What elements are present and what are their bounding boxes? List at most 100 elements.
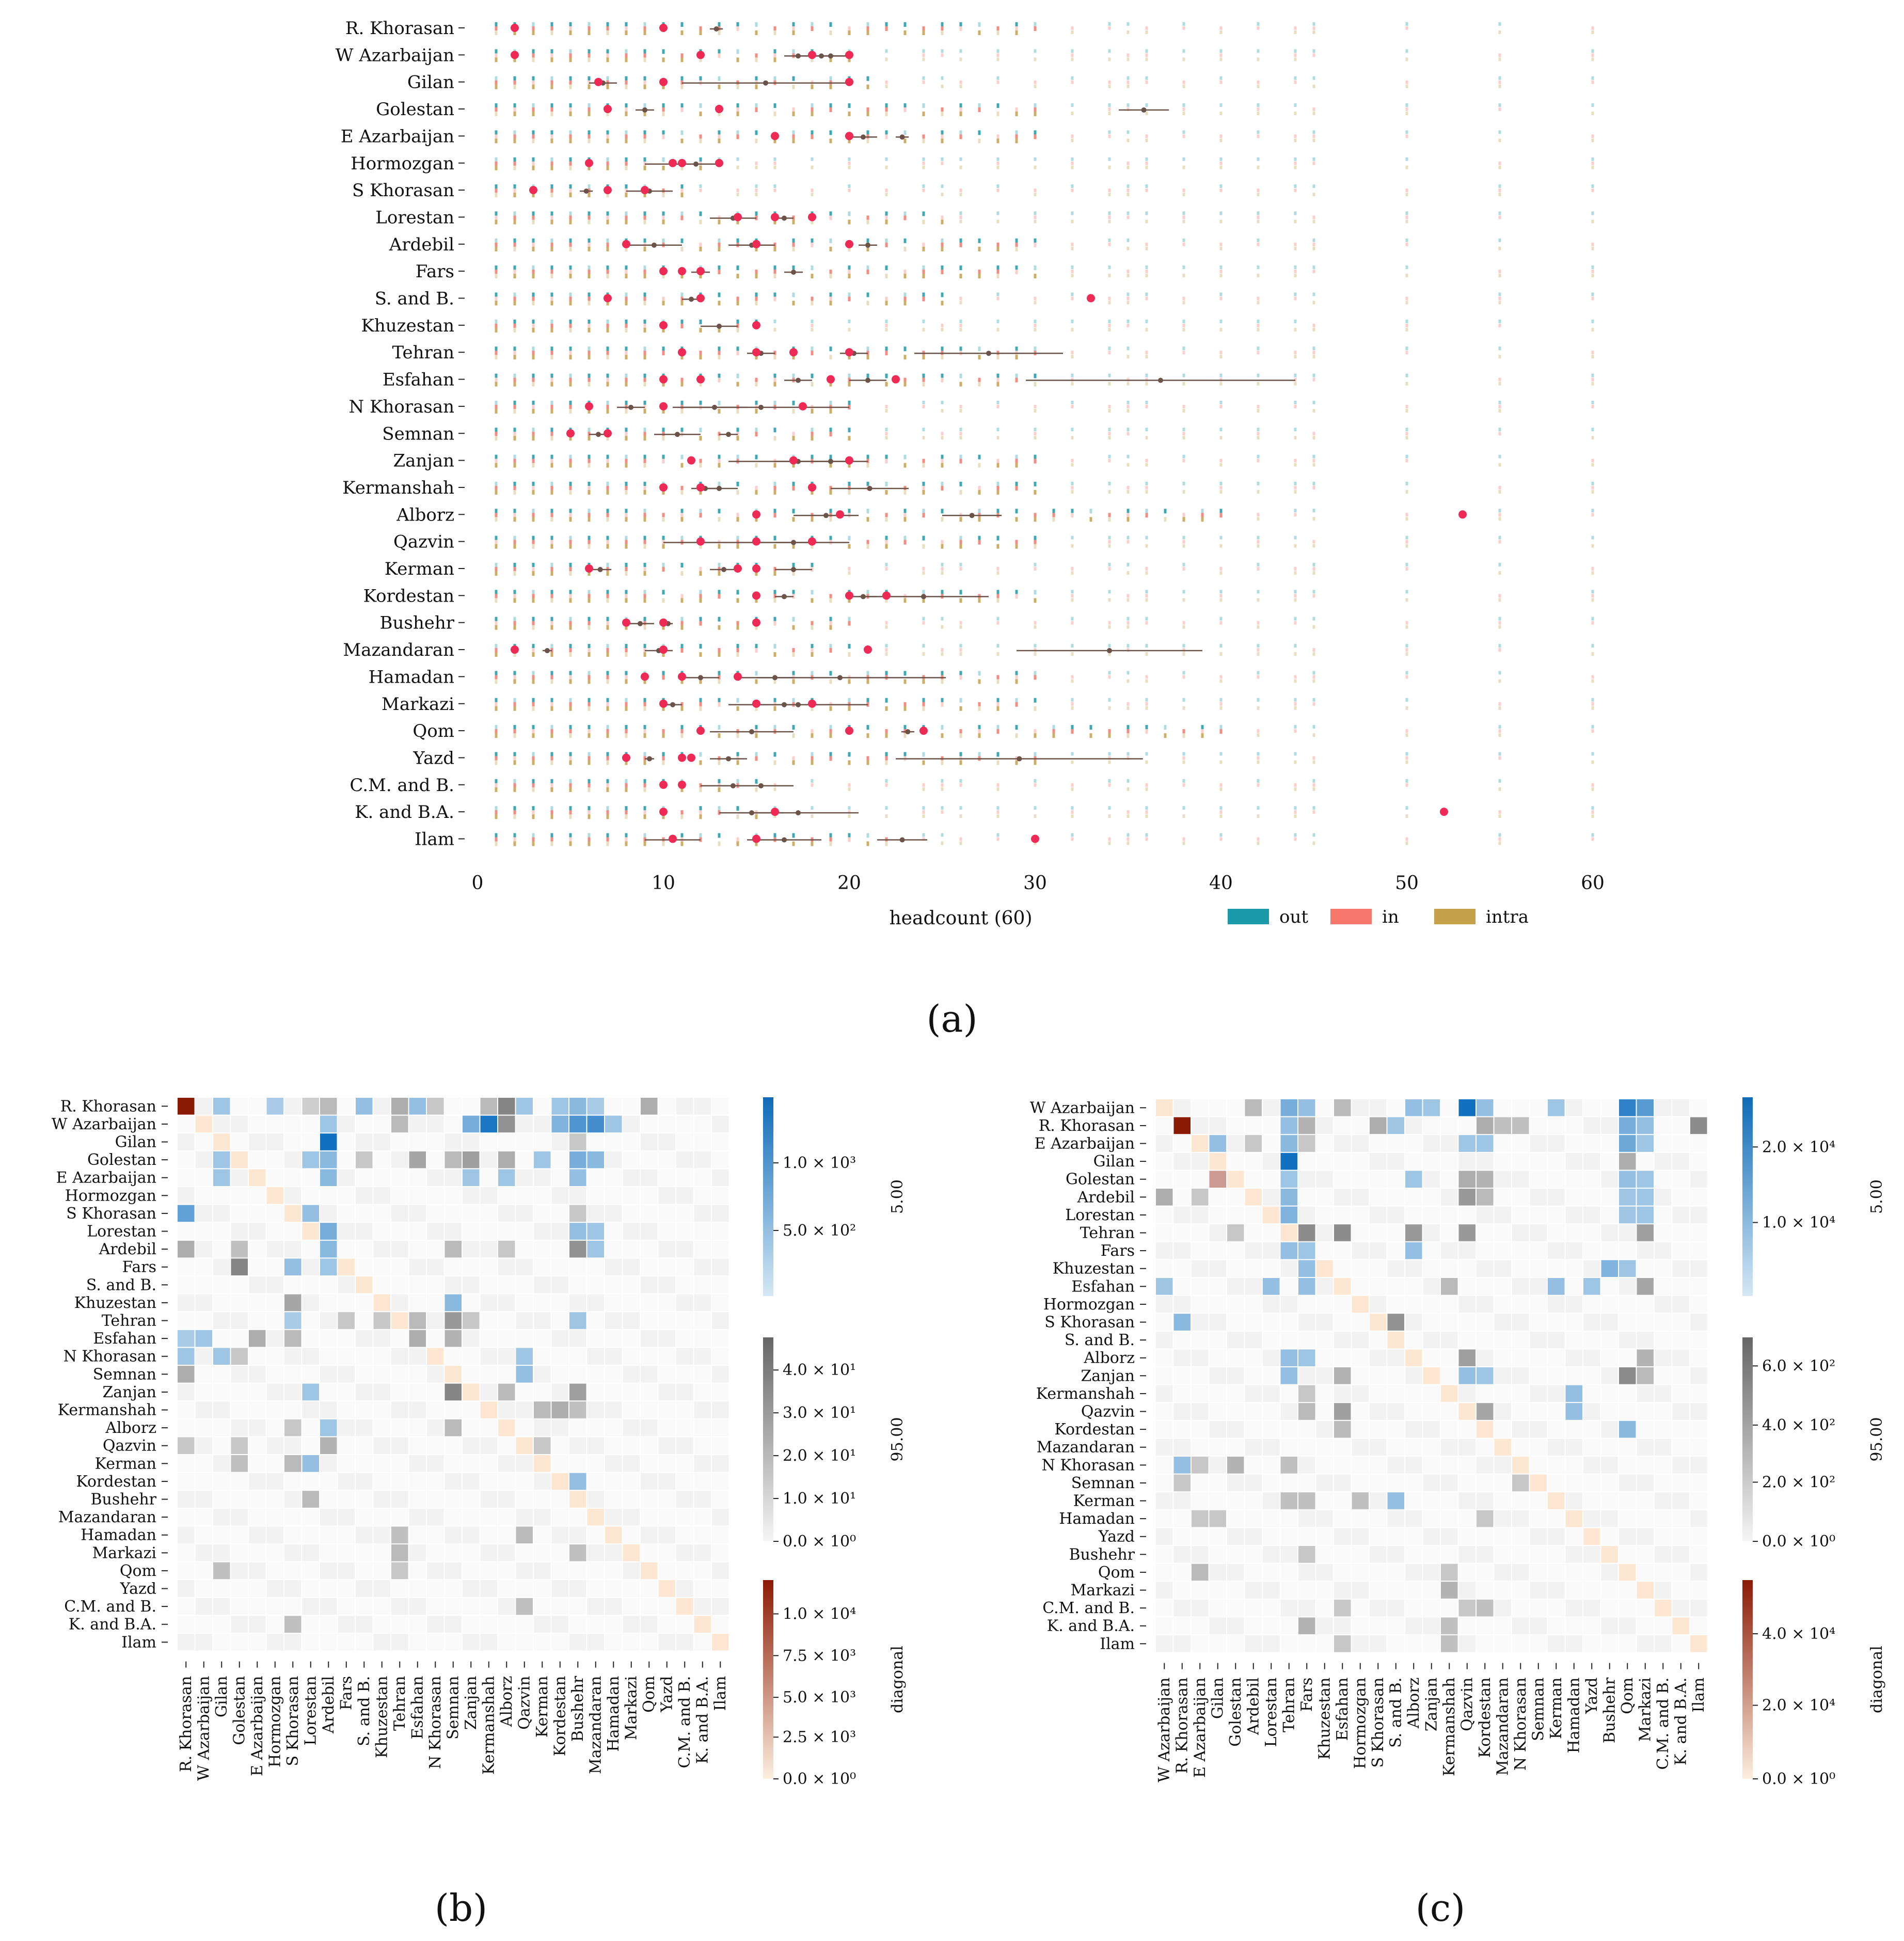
strip-dot-intra xyxy=(1312,84,1315,88)
heat-cell-bg xyxy=(213,1115,230,1133)
interval-center xyxy=(867,485,872,491)
strip-dot-intra xyxy=(736,706,739,711)
x-tick-label: 60 xyxy=(1581,873,1605,894)
strip-dot-intra xyxy=(550,490,553,495)
interval-center xyxy=(652,242,657,248)
strip-dot-out xyxy=(1312,590,1315,594)
median-point xyxy=(808,483,816,492)
heat-cell-bg xyxy=(1334,1189,1351,1206)
strip-dot-in xyxy=(1182,80,1185,84)
strip-dot-in xyxy=(811,296,814,302)
heat-cell-bg xyxy=(694,1276,711,1293)
strip-dot-out xyxy=(550,509,553,514)
strip-dot-out xyxy=(1126,563,1130,566)
heat-cell-bg xyxy=(623,1508,640,1526)
strip-dot-intra xyxy=(736,517,739,522)
strip-dot-out xyxy=(699,211,702,216)
median-point xyxy=(836,510,844,519)
strip-dot-intra xyxy=(1312,138,1315,143)
heat-cell-bg xyxy=(373,1544,390,1561)
strip-dot-out xyxy=(736,103,739,108)
heat-cell-bg xyxy=(1583,1296,1600,1313)
heat-cell-bg xyxy=(1672,1099,1689,1116)
strip-dot-in xyxy=(1145,53,1148,57)
heat-cell-bg xyxy=(338,1455,355,1472)
strip-dot-out xyxy=(532,49,535,54)
heat-row-label: E Azarbaijan xyxy=(56,1169,156,1187)
strip-dot-in xyxy=(1034,540,1037,545)
strip-dot-in xyxy=(1071,621,1074,625)
strip-dot-intra xyxy=(1108,733,1111,738)
strip-dot-in xyxy=(1145,26,1148,30)
strip-dot-out xyxy=(680,617,684,622)
heat-cell-bg xyxy=(409,1508,426,1526)
heat-cell-bg xyxy=(266,1419,283,1437)
strip-dot-out xyxy=(922,481,925,486)
strip-dot-in xyxy=(885,756,888,761)
strip-dot-intra xyxy=(1015,544,1018,549)
strip-dot-out xyxy=(1089,725,1092,730)
interval-center xyxy=(638,621,643,626)
strip-dot-in xyxy=(1257,215,1260,219)
strip-dot-out xyxy=(1126,644,1130,648)
strip-dot-in xyxy=(1145,675,1148,679)
heat-cell-bg xyxy=(1619,1224,1636,1241)
heat-cell-b xyxy=(320,1133,337,1150)
strip-dot-intra xyxy=(1182,544,1185,548)
strip-dot-intra xyxy=(1257,598,1260,602)
heat-cell-bg xyxy=(391,1205,408,1222)
strip-dot-in xyxy=(736,621,739,626)
strip-dot-in xyxy=(1145,351,1148,355)
strip-dot-out xyxy=(495,509,498,514)
heat-cell-bg xyxy=(641,1187,658,1204)
strip-dot-out xyxy=(829,76,832,81)
heat-cell-bg xyxy=(551,1330,568,1347)
heat-cell-bg xyxy=(480,1419,497,1437)
strip-dot-intra xyxy=(996,138,999,144)
strip-dot-in xyxy=(811,729,814,734)
row-label: Semnan xyxy=(382,423,454,444)
heat-cell-diagonal xyxy=(587,1508,604,1526)
strip-dot-out xyxy=(699,752,702,757)
strip-dot-out xyxy=(1126,184,1130,188)
strip-dot-intra xyxy=(625,274,628,279)
strip-dot-in xyxy=(569,459,572,464)
heat-cell-bg xyxy=(1690,1296,1707,1313)
interval-center xyxy=(905,729,911,735)
strip-dot-in xyxy=(532,351,535,356)
strip-dot-intra xyxy=(532,57,535,62)
strip-dot-in xyxy=(1034,513,1037,518)
strip-dot-in xyxy=(606,134,609,139)
heat-cell-bg xyxy=(694,1455,711,1472)
heat-cell-bg xyxy=(1245,1224,1262,1241)
strip-dot-in xyxy=(1145,513,1148,518)
strip-dot-in xyxy=(550,188,553,194)
strip-dot-in xyxy=(996,134,999,139)
heat-cell-bg xyxy=(427,1473,444,1490)
heat-cell-b xyxy=(534,1151,551,1169)
strip-dot-intra xyxy=(1257,436,1260,440)
strip-dot-intra xyxy=(1126,517,1130,522)
heat-cell-bg xyxy=(1245,1278,1262,1295)
strip-dot-out xyxy=(922,833,925,837)
strip-dot-in xyxy=(495,377,498,383)
strip-dot-out xyxy=(1145,428,1148,432)
strip-dot-intra xyxy=(792,30,795,35)
heat-cell-bg xyxy=(1263,1117,1280,1134)
strip-dot-in xyxy=(1126,215,1130,219)
strip-dot-in xyxy=(1312,567,1315,571)
heat-cell-bg xyxy=(338,1276,355,1293)
strip-dot-in xyxy=(1126,296,1130,301)
strip-dot-intra xyxy=(550,652,553,657)
strip-dot-intra xyxy=(532,814,535,819)
heat-cell-bg xyxy=(641,1580,658,1597)
heat-cell-bg xyxy=(1655,1135,1672,1152)
heat-cell-bg xyxy=(534,1276,551,1293)
heat-cell-bg xyxy=(463,1580,480,1597)
heat-cell-bg xyxy=(551,1312,568,1329)
heat-cell-diagonal xyxy=(712,1634,729,1651)
strip-dot-intra xyxy=(996,787,999,791)
strip-dot-intra xyxy=(1071,463,1074,467)
heat-cell-bg xyxy=(694,1366,711,1383)
strip-dot-out xyxy=(513,779,516,784)
